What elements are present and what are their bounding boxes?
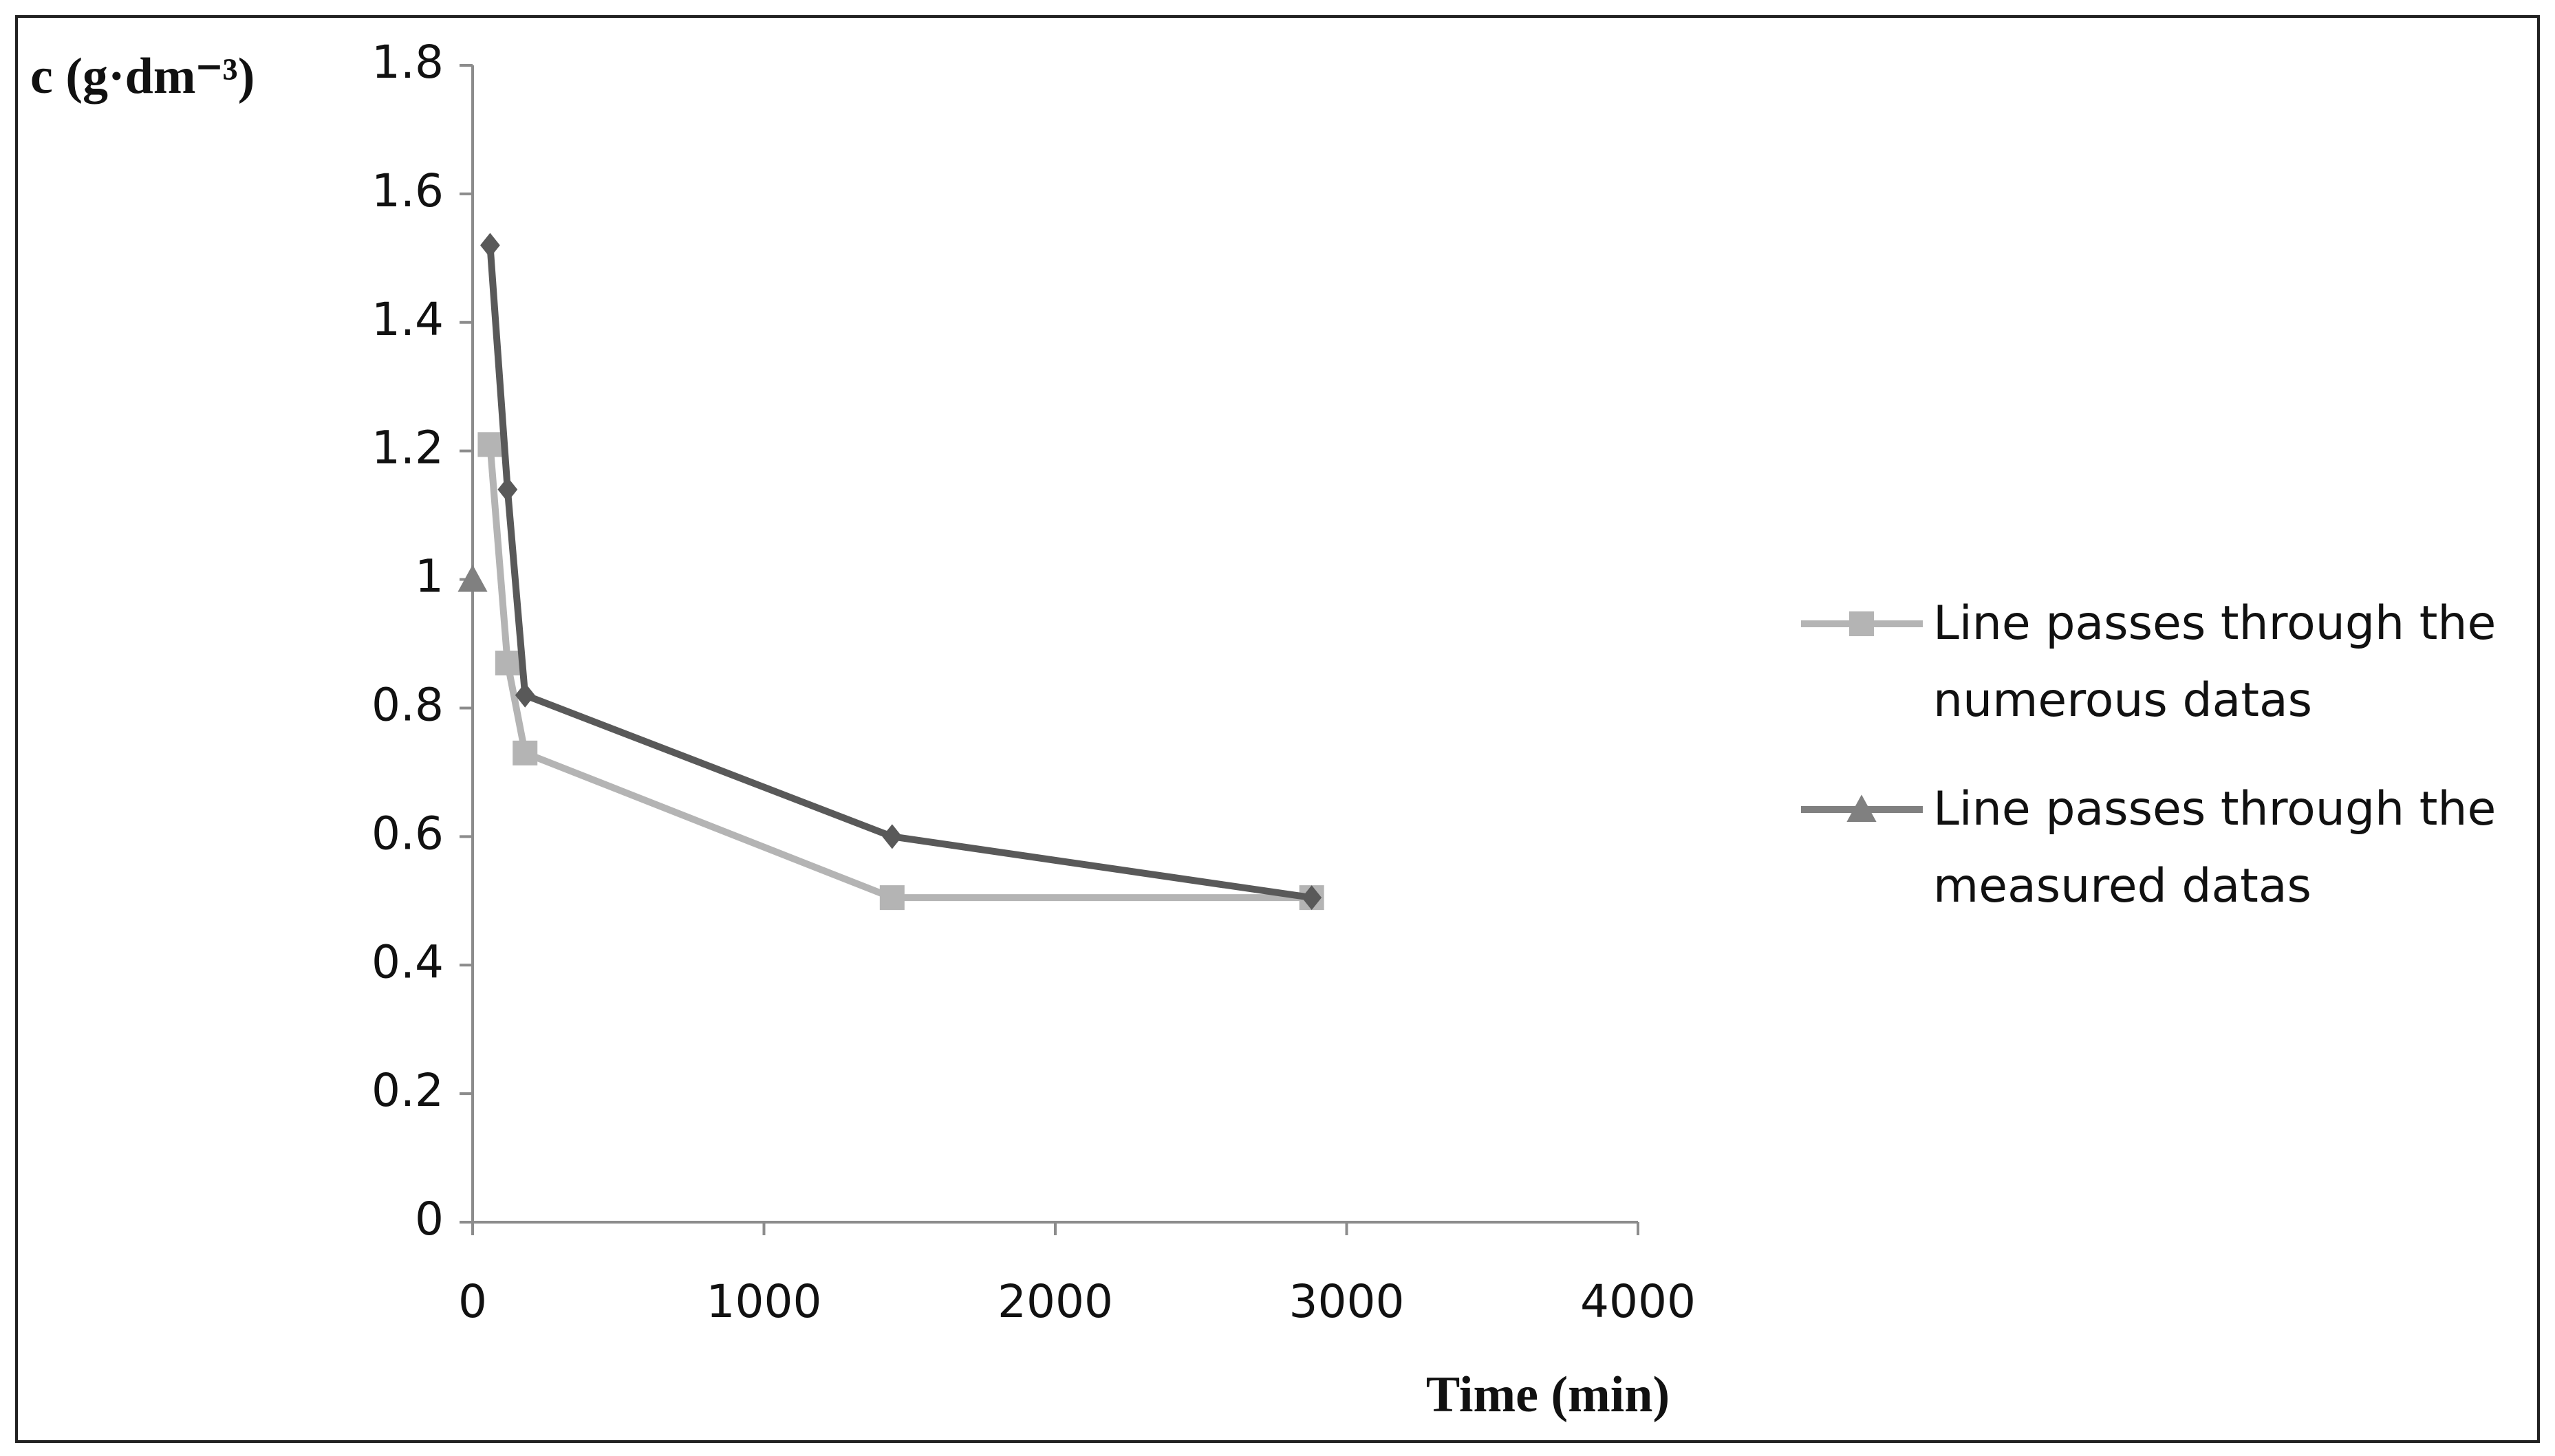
marker	[495, 651, 520, 676]
frame	[15, 15, 2540, 1443]
marker	[477, 432, 503, 457]
marker	[1846, 794, 1877, 822]
legend-label: Line passes through the numerous datas	[1933, 596, 2497, 728]
x-tick-label: 0	[458, 1275, 487, 1328]
marker	[513, 740, 538, 765]
marker	[879, 885, 905, 911]
y-tick-label: 0.4	[371, 935, 444, 988]
x-tick-label: 1000	[707, 1275, 822, 1328]
legend-label: Line passes through the measured datas	[1933, 782, 2497, 913]
y-tick-label: 0.8	[371, 679, 444, 732]
y-tick-label: 1.2	[371, 422, 444, 475]
x-tick-label: 2000	[998, 1275, 1113, 1328]
marker	[1849, 611, 1874, 636]
marker	[497, 477, 518, 502]
x-tick-label: 4000	[1580, 1275, 1696, 1328]
y-tick-label: 1.4	[371, 293, 444, 346]
y-tick-label: 0	[415, 1193, 444, 1246]
y-axis-title: c (g·dm⁻³)	[30, 48, 255, 105]
series-line	[486, 444, 1312, 902]
marker	[882, 824, 903, 849]
y-tick-label: 1	[415, 550, 444, 603]
y-tick-label: 0.6	[371, 807, 444, 860]
y-tick-label: 1.8	[371, 36, 444, 89]
x-axis-title: Time (min)	[1426, 1367, 1670, 1423]
marker	[480, 232, 500, 258]
x-tick-label: 3000	[1289, 1275, 1405, 1328]
y-tick-label: 0.2	[371, 1064, 444, 1117]
series-line	[486, 245, 1313, 902]
marker	[1302, 885, 1322, 911]
y-tick-label: 1.6	[371, 164, 444, 217]
marker	[457, 564, 488, 592]
marker	[515, 682, 535, 708]
